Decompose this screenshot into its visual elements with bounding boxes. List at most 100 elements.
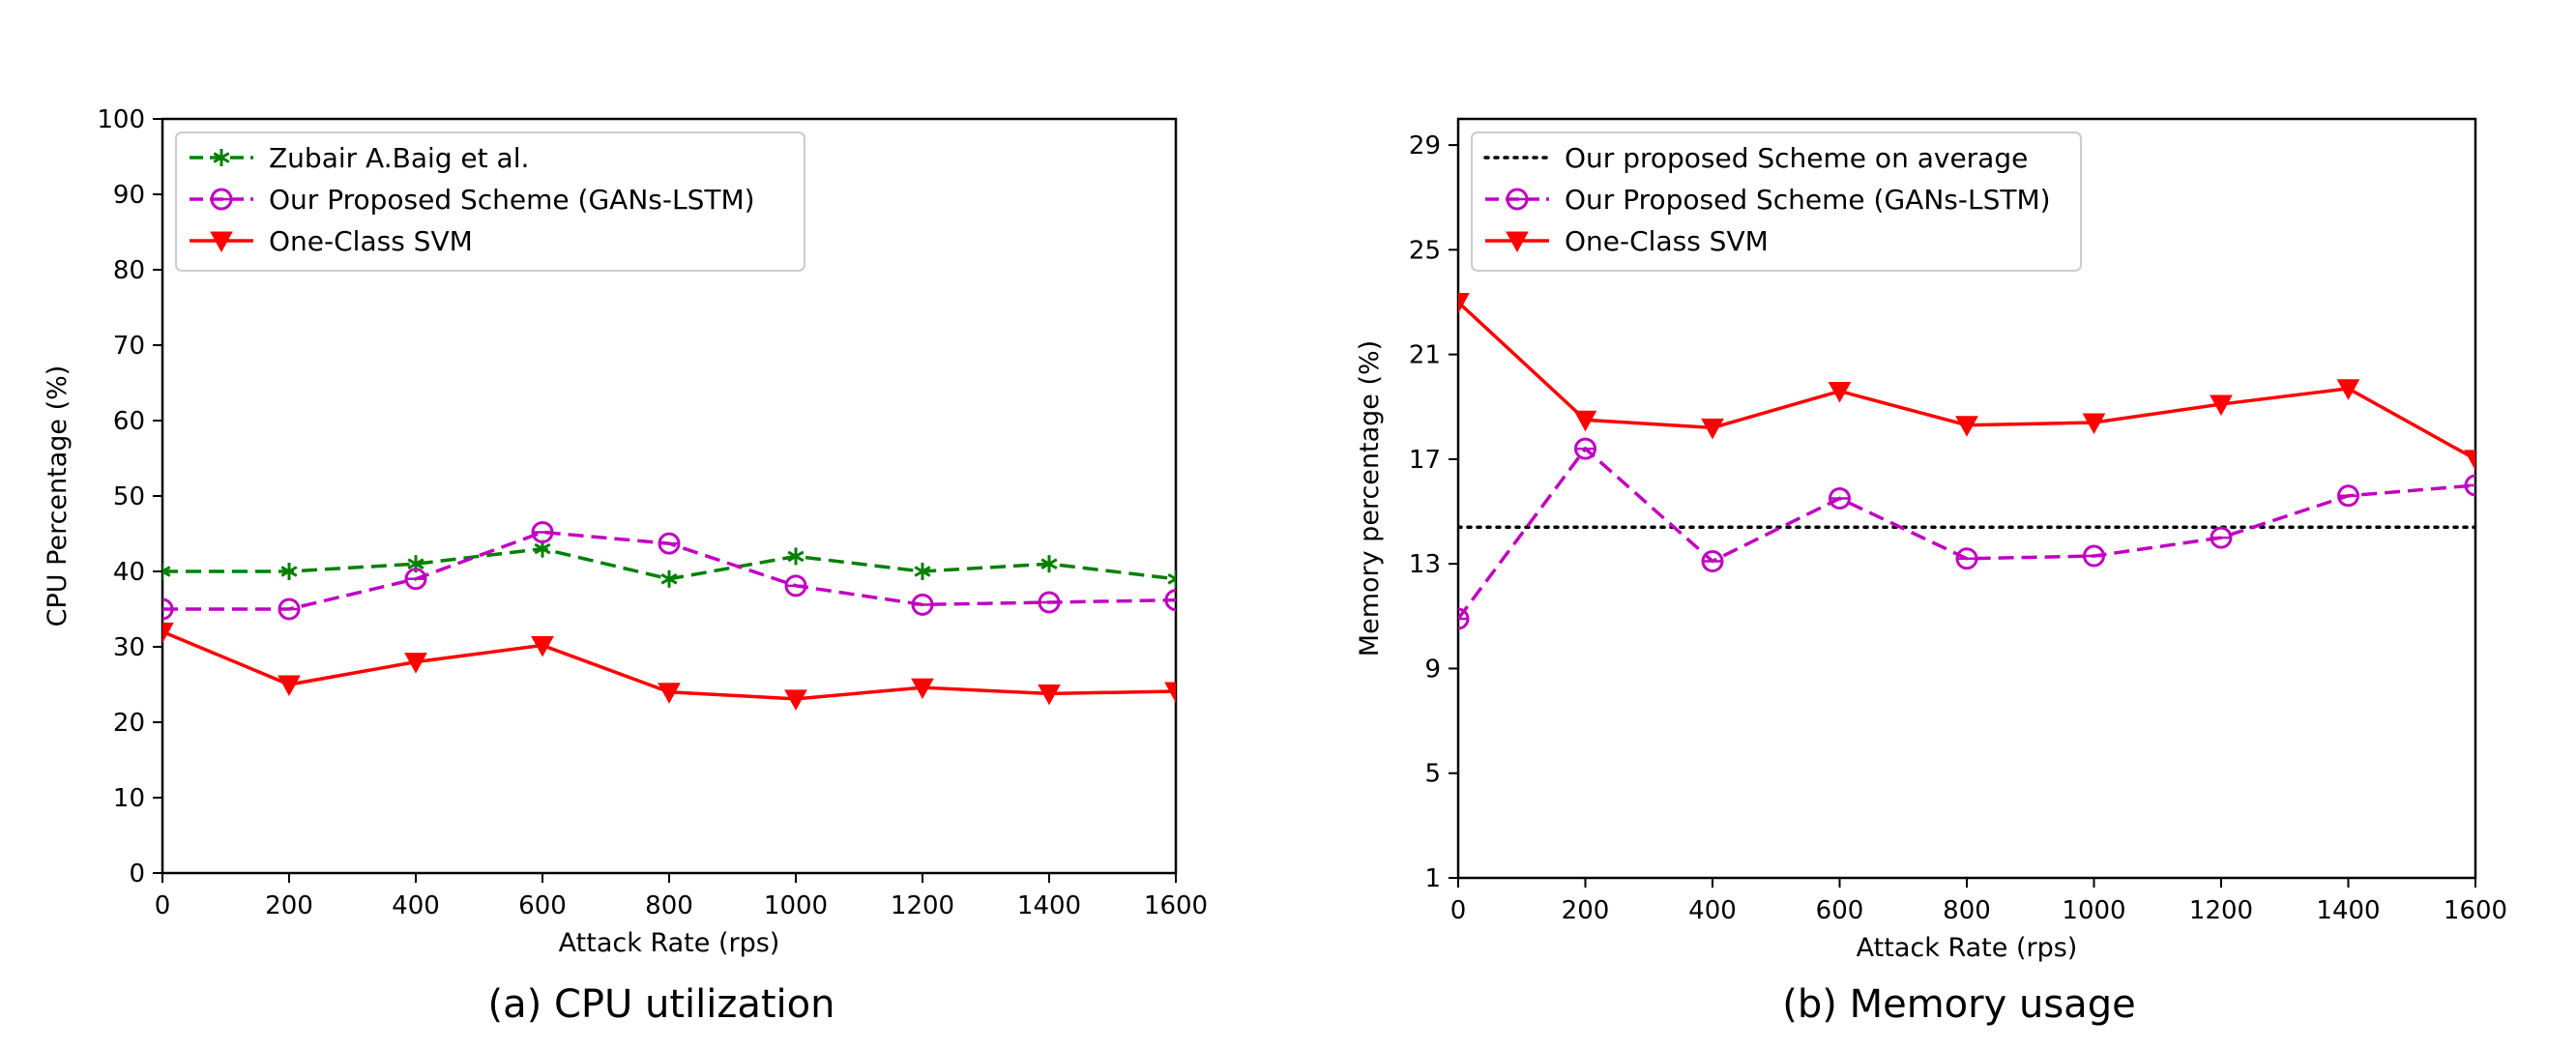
series-0-point-arm (1167, 577, 1176, 585)
legend-label-2: One-Class SVM (269, 225, 473, 257)
series-1-point (404, 568, 427, 591)
legend-label-1: Our Proposed Scheme (GANs-LSTM) (1565, 184, 2051, 216)
legend-marker-1 (210, 188, 233, 211)
series-1-point (2083, 544, 2105, 568)
series-2-point (531, 635, 554, 657)
legend-marker-1-ring (210, 188, 233, 211)
y-tick-label: 5 (1424, 760, 1441, 789)
series-0-point-arm (914, 566, 931, 577)
series-0-point (162, 563, 171, 580)
y-tick-label: 20 (113, 709, 145, 738)
series-1-point (658, 532, 681, 555)
legend: Our proposed Scheme on average Our Propos… (1471, 131, 2082, 272)
y-tick-label: 60 (113, 407, 145, 436)
series-1-point-ring (2464, 474, 2475, 497)
x-tick-label: 1200 (891, 891, 954, 920)
series-1-point (1458, 607, 1470, 630)
series-1-point-ring (1829, 487, 1851, 510)
y-axis-label: CPU Percentage (%) (43, 365, 73, 627)
series-0-point (914, 563, 931, 580)
legend: Zubair A.Baig et al. Our Proposed Scheme … (175, 131, 805, 272)
series-0-point-arm (1167, 573, 1176, 581)
series-1-point (162, 598, 174, 621)
series-0-point (280, 563, 298, 580)
y-tick-label: 1 (1424, 864, 1441, 893)
x-tick-label: 400 (392, 891, 440, 920)
x-tick-label: 1600 (2444, 896, 2507, 925)
series-2-point (1573, 410, 1597, 432)
series-2-point (1955, 416, 1978, 437)
x-tick-label: 1200 (2189, 896, 2253, 925)
series-1-point-ring (1574, 437, 1596, 460)
series-0-point-arm (660, 573, 678, 585)
series-0-point-arm (162, 566, 171, 573)
x-tick-label: 600 (518, 891, 567, 920)
series-2-point (1038, 684, 1061, 706)
series-2-point (911, 678, 934, 700)
plot-area (162, 520, 1176, 711)
x-axis-label: Attack Rate (rps) (559, 928, 780, 958)
series-1-point (1701, 549, 1724, 572)
series-2-point (404, 653, 427, 674)
legend-marker-2 (210, 231, 233, 253)
y-tick-label: 0 (129, 860, 145, 889)
series-1-point (531, 520, 554, 543)
series-1-point (1829, 487, 1851, 510)
x-tick-label: 800 (645, 891, 693, 920)
series-1-point-ring (2337, 484, 2359, 508)
series-2-point (658, 683, 681, 704)
x-tick-label: 1600 (1144, 891, 1208, 920)
y-tick-label: 10 (113, 784, 145, 813)
series-1 (162, 520, 1176, 621)
series-1-point-ring (784, 574, 807, 598)
series-2-point (1701, 418, 1724, 440)
series-1-point (784, 574, 807, 598)
y-tick-label: 50 (113, 482, 145, 511)
x-tick-label: 600 (1816, 896, 1864, 925)
series-1-point (1038, 591, 1061, 614)
y-tick-label: 21 (1409, 341, 1441, 370)
series-2-point (1828, 382, 1852, 403)
chart-caption: (b) Memory usage (1782, 982, 2135, 1027)
series-0-point-arm (280, 566, 298, 577)
series-0-point-arm (162, 569, 171, 577)
y-axis-label: Memory percentage (%) (1355, 340, 1385, 656)
series-0-point-arm (534, 542, 551, 555)
y-tick-label: 100 (97, 105, 145, 134)
series-2 (1458, 292, 2475, 471)
series-1-point (1164, 589, 1176, 612)
y-tick-label: 80 (113, 256, 145, 285)
series-1-point-ring (2083, 544, 2105, 568)
legend-box (175, 131, 805, 272)
x-tick-label: 0 (155, 891, 171, 920)
series-1-point (1574, 437, 1596, 460)
series-1-point-ring (1038, 591, 1061, 614)
x-tick-label: 1000 (2062, 896, 2125, 925)
series-2-point (278, 675, 301, 697)
y-tick-label: 70 (113, 332, 145, 361)
x-tick-label: 0 (1450, 896, 1467, 925)
x-tick-label: 400 (1688, 896, 1737, 925)
legend-label-0: Zubair A.Baig et al. (269, 142, 529, 174)
legend-marker-1-ring (1506, 188, 1529, 211)
series-0-point-arm (787, 550, 805, 563)
series-0 (162, 540, 1176, 588)
series-0-point (660, 569, 678, 588)
x-tick-label: 800 (1943, 896, 1991, 925)
legend-box (1471, 131, 2082, 272)
series-1-point (2464, 474, 2475, 497)
y-tick-label: 90 (113, 181, 145, 210)
series-0-point (1040, 555, 1058, 573)
legend-marker-0-arm (213, 152, 230, 163)
series-1-point-ring (278, 598, 301, 621)
series-1-point-ring (658, 532, 681, 555)
series-1-point (2337, 484, 2359, 508)
y-tick-label: 13 (1409, 550, 1441, 579)
series-1-point (1955, 547, 1978, 570)
y-tick-label: 29 (1409, 131, 1441, 160)
plot-area (1458, 292, 2475, 630)
x-tick-label: 1400 (1017, 891, 1081, 920)
series-2-point (2082, 413, 2106, 435)
series-1-point-ring (2210, 526, 2233, 549)
